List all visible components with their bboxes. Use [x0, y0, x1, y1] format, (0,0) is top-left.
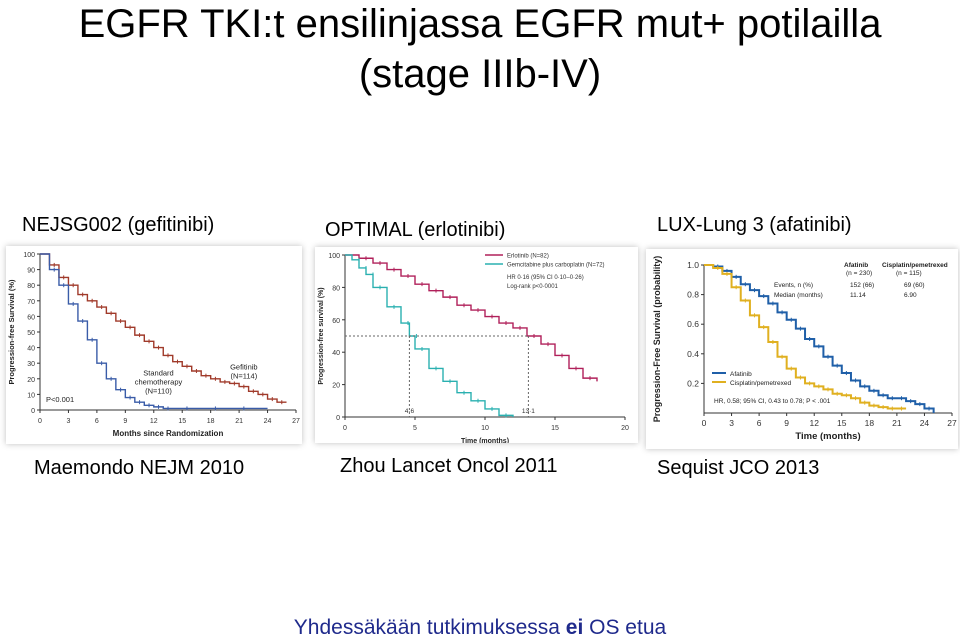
x-tick-label: 20	[621, 425, 629, 432]
x-axis-label: Months since Randomization	[113, 429, 224, 438]
chart-optimal: 0 5 10 15 20 0 20 40 60 80 100 Time (months) Progres…	[315, 247, 638, 443]
x-tick-label: 3	[729, 418, 734, 428]
y-tick-label: 90	[27, 268, 35, 275]
x-tick-label: 21	[892, 418, 902, 428]
x-tick-label: 12	[150, 418, 158, 425]
chemo-label: Standard	[143, 369, 173, 378]
x-tick-label: 0	[38, 418, 42, 425]
y-tick-label: 0.8	[687, 290, 699, 300]
legend-label-2: Gemcitabine plus carboplatin (N=72)	[507, 263, 605, 269]
y-tick-label: 50	[27, 330, 35, 337]
chemo-n-label: (N=110)	[145, 387, 172, 396]
gefitinib-label: Gefitinib	[230, 362, 258, 371]
median-label-2: 13·1	[522, 408, 535, 415]
y-tick-label: 100	[23, 252, 35, 259]
stats-label-1: HR 0·16 (95% CI 0·10–0·26)	[507, 275, 584, 281]
citation-maemondo: Maemondo NEJM 2010	[34, 457, 245, 479]
table-row-label: Events, n (%)	[774, 282, 813, 289]
x-tick-label: 9	[123, 418, 127, 425]
x-tick-label: 24	[920, 418, 930, 428]
table-header-afatinib: Afatinib	[844, 262, 868, 269]
x-tick-label: 15	[551, 425, 559, 432]
x-axis-label: Time (months)	[795, 431, 860, 442]
slide-title: EGFR TKI:t ensilinjassa EGFR mut+ potila…	[78, 2, 882, 46]
table-header-cisplatin: Cisplatin/pemetrexed	[882, 262, 948, 269]
y-tick-label: 70	[27, 299, 35, 306]
x-tick-label: 24	[264, 418, 272, 425]
y-axis-label: Progression-free Survival (%)	[7, 279, 16, 385]
x-tick-label: 27	[947, 418, 957, 428]
y-tick-label: 0	[31, 408, 35, 415]
chemo-label-2: chemotherapy	[135, 378, 183, 387]
km-plot-afatinib: 0 3 6 9 12 15 18 21 24 27 0.2 0.4 0.6 0.8 1.0 Time (mon…	[652, 256, 957, 442]
x-tick-label: 15	[837, 418, 847, 428]
x-tick-label: 27	[292, 418, 300, 425]
study-label-optimal: OPTIMAL (erlotinibi)	[325, 219, 506, 241]
x-tick-label: 12	[809, 418, 819, 428]
y-tick-label: 40	[27, 346, 35, 353]
gefitinib-n-label: (N=114)	[230, 371, 257, 380]
x-tick-label: 0	[343, 425, 347, 432]
legend-label-2: Cisplatin/pemetrexed	[730, 380, 791, 387]
x-tick-label: 3	[66, 418, 70, 425]
x-tick-label: 9	[784, 418, 789, 428]
slide-subtitle: (stage IIIb-IV)	[358, 52, 602, 96]
footer-note: Yhdessäkään tutkimuksessa ei OS etua	[0, 616, 960, 640]
x-tick-label: 0	[702, 418, 707, 428]
footer-text-end: OS etua	[583, 616, 667, 639]
table-row-label: Median (months)	[774, 292, 823, 299]
y-tick-label: 80	[27, 283, 35, 290]
table-cell-afatinib: 152 (66)	[850, 282, 874, 289]
x-tick-label: 6	[95, 418, 99, 425]
y-axis-label: Progression-free survival (%)	[318, 287, 325, 384]
legend-label-1: Afatinib	[730, 371, 752, 378]
km-plot-erlotinib: 0 5 10 15 20 0 20 40 60 80 100 Time (months) Progres…	[318, 253, 629, 443]
series-line-1	[345, 254, 598, 382]
y-tick-label: 0.4	[687, 349, 699, 359]
median-label-1: 4·6	[405, 408, 415, 415]
x-tick-label: 18	[865, 418, 875, 428]
y-tick-label: 0	[336, 415, 340, 422]
study-label-nejsg002: NEJSG002 (gefitinibi)	[22, 214, 215, 236]
footer-text-start: Yhdessäkään tutkimuksessa	[293, 616, 566, 639]
table-n-afatinib: (n = 230)	[846, 270, 872, 277]
table-cell-cisplatin: 6.90	[904, 292, 917, 299]
y-tick-label: 30	[27, 361, 35, 368]
x-tick-label: 6	[757, 418, 762, 428]
x-axis-label: Time (months)	[461, 438, 509, 443]
km-plot-gefitinib: 0 3 6 9 12 15 18 21 24 27 0 10 20 30 40 50 60 70 80 90 100 Mo…	[7, 252, 300, 438]
p-value-annotation: P<0.001	[46, 395, 74, 404]
x-tick-label: 21	[235, 418, 243, 425]
y-tick-label: 1.0	[687, 260, 699, 270]
x-tick-label: 18	[207, 418, 215, 425]
table-n-cisplatin: (n = 115)	[896, 270, 922, 277]
stats-label-2: Log-rank p<0·0001	[507, 284, 559, 290]
y-tick-label: 40	[332, 350, 340, 357]
legend-label-1: Erlotinib (N=82)	[507, 254, 549, 260]
series-line-2	[704, 264, 907, 410]
stats-label: HR, 0.58; 95% CI, 0.43 to 0.78; P < .001	[714, 398, 831, 405]
y-tick-label: 60	[332, 318, 340, 325]
series-line-2	[40, 253, 268, 410]
y-tick-label: 0.6	[687, 319, 699, 329]
y-tick-label: 100	[328, 253, 340, 260]
y-tick-label: 80	[332, 285, 340, 292]
y-tick-label: 0.2	[687, 378, 699, 388]
y-tick-label: 60	[27, 314, 35, 321]
citation-sequist: Sequist JCO 2013	[657, 457, 820, 479]
chart-lux-lung-3: 0 3 6 9 12 15 18 21 24 27 0.2 0.4 0.6 0.8 1.0 Time (mon…	[646, 249, 958, 449]
footer-emphasis: ei	[565, 616, 584, 639]
x-tick-label: 10	[481, 425, 489, 432]
y-tick-label: 10	[27, 392, 35, 399]
x-tick-label: 5	[413, 425, 417, 432]
table-cell-cisplatin: 69 (60)	[904, 282, 925, 289]
y-axis-label: Progression-Free Survival (probability)	[652, 256, 662, 423]
y-tick-label: 20	[27, 377, 35, 384]
y-tick-label: 20	[332, 383, 340, 390]
chart-nejsg002: 0 3 6 9 12 15 18 21 24 27 0 10 20 30 40 50 60 70 80 90 100 Mo…	[6, 246, 302, 444]
study-label-lux-lung-3: LUX-Lung 3 (afatinibi)	[657, 214, 852, 236]
table-cell-afatinib: 11.14	[850, 292, 866, 299]
citation-zhou: Zhou Lancet Oncol 2011	[340, 455, 558, 477]
x-tick-label: 15	[178, 418, 186, 425]
